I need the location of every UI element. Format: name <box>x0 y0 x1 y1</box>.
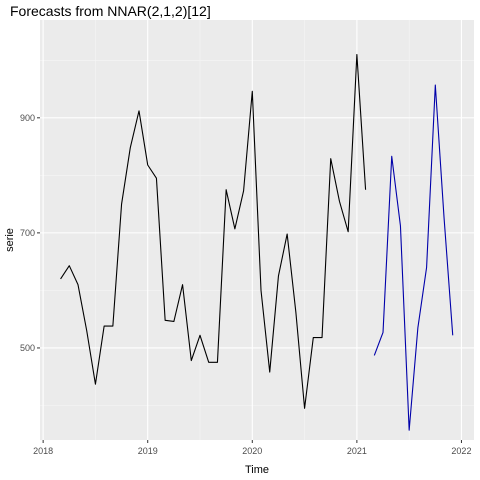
x-tick-label: 2022 <box>451 446 471 456</box>
y-tick-label: 500 <box>20 343 35 353</box>
plot-panel <box>40 20 474 440</box>
x-axis-label: Time <box>245 464 269 476</box>
grid <box>40 20 474 440</box>
y-tick-label: 700 <box>20 228 35 238</box>
x-tick-label: 2019 <box>138 446 158 456</box>
observed-series-line <box>60 53 367 409</box>
x-tick-label: 2020 <box>242 446 262 456</box>
x-tick-label: 2018 <box>33 446 53 456</box>
forecast-series-line <box>373 84 454 431</box>
x-axis: 2018 2019 2020 2021 2022 <box>33 440 471 456</box>
y-tick-label: 900 <box>20 113 35 123</box>
x-tick-label: 2021 <box>347 446 367 456</box>
chart-title: Forecasts from NNAR(2,1,2)[12] <box>10 3 211 19</box>
y-axis-label: serie <box>4 228 16 252</box>
y-axis: 500 700 900 <box>20 113 40 353</box>
series-lines <box>60 53 454 431</box>
